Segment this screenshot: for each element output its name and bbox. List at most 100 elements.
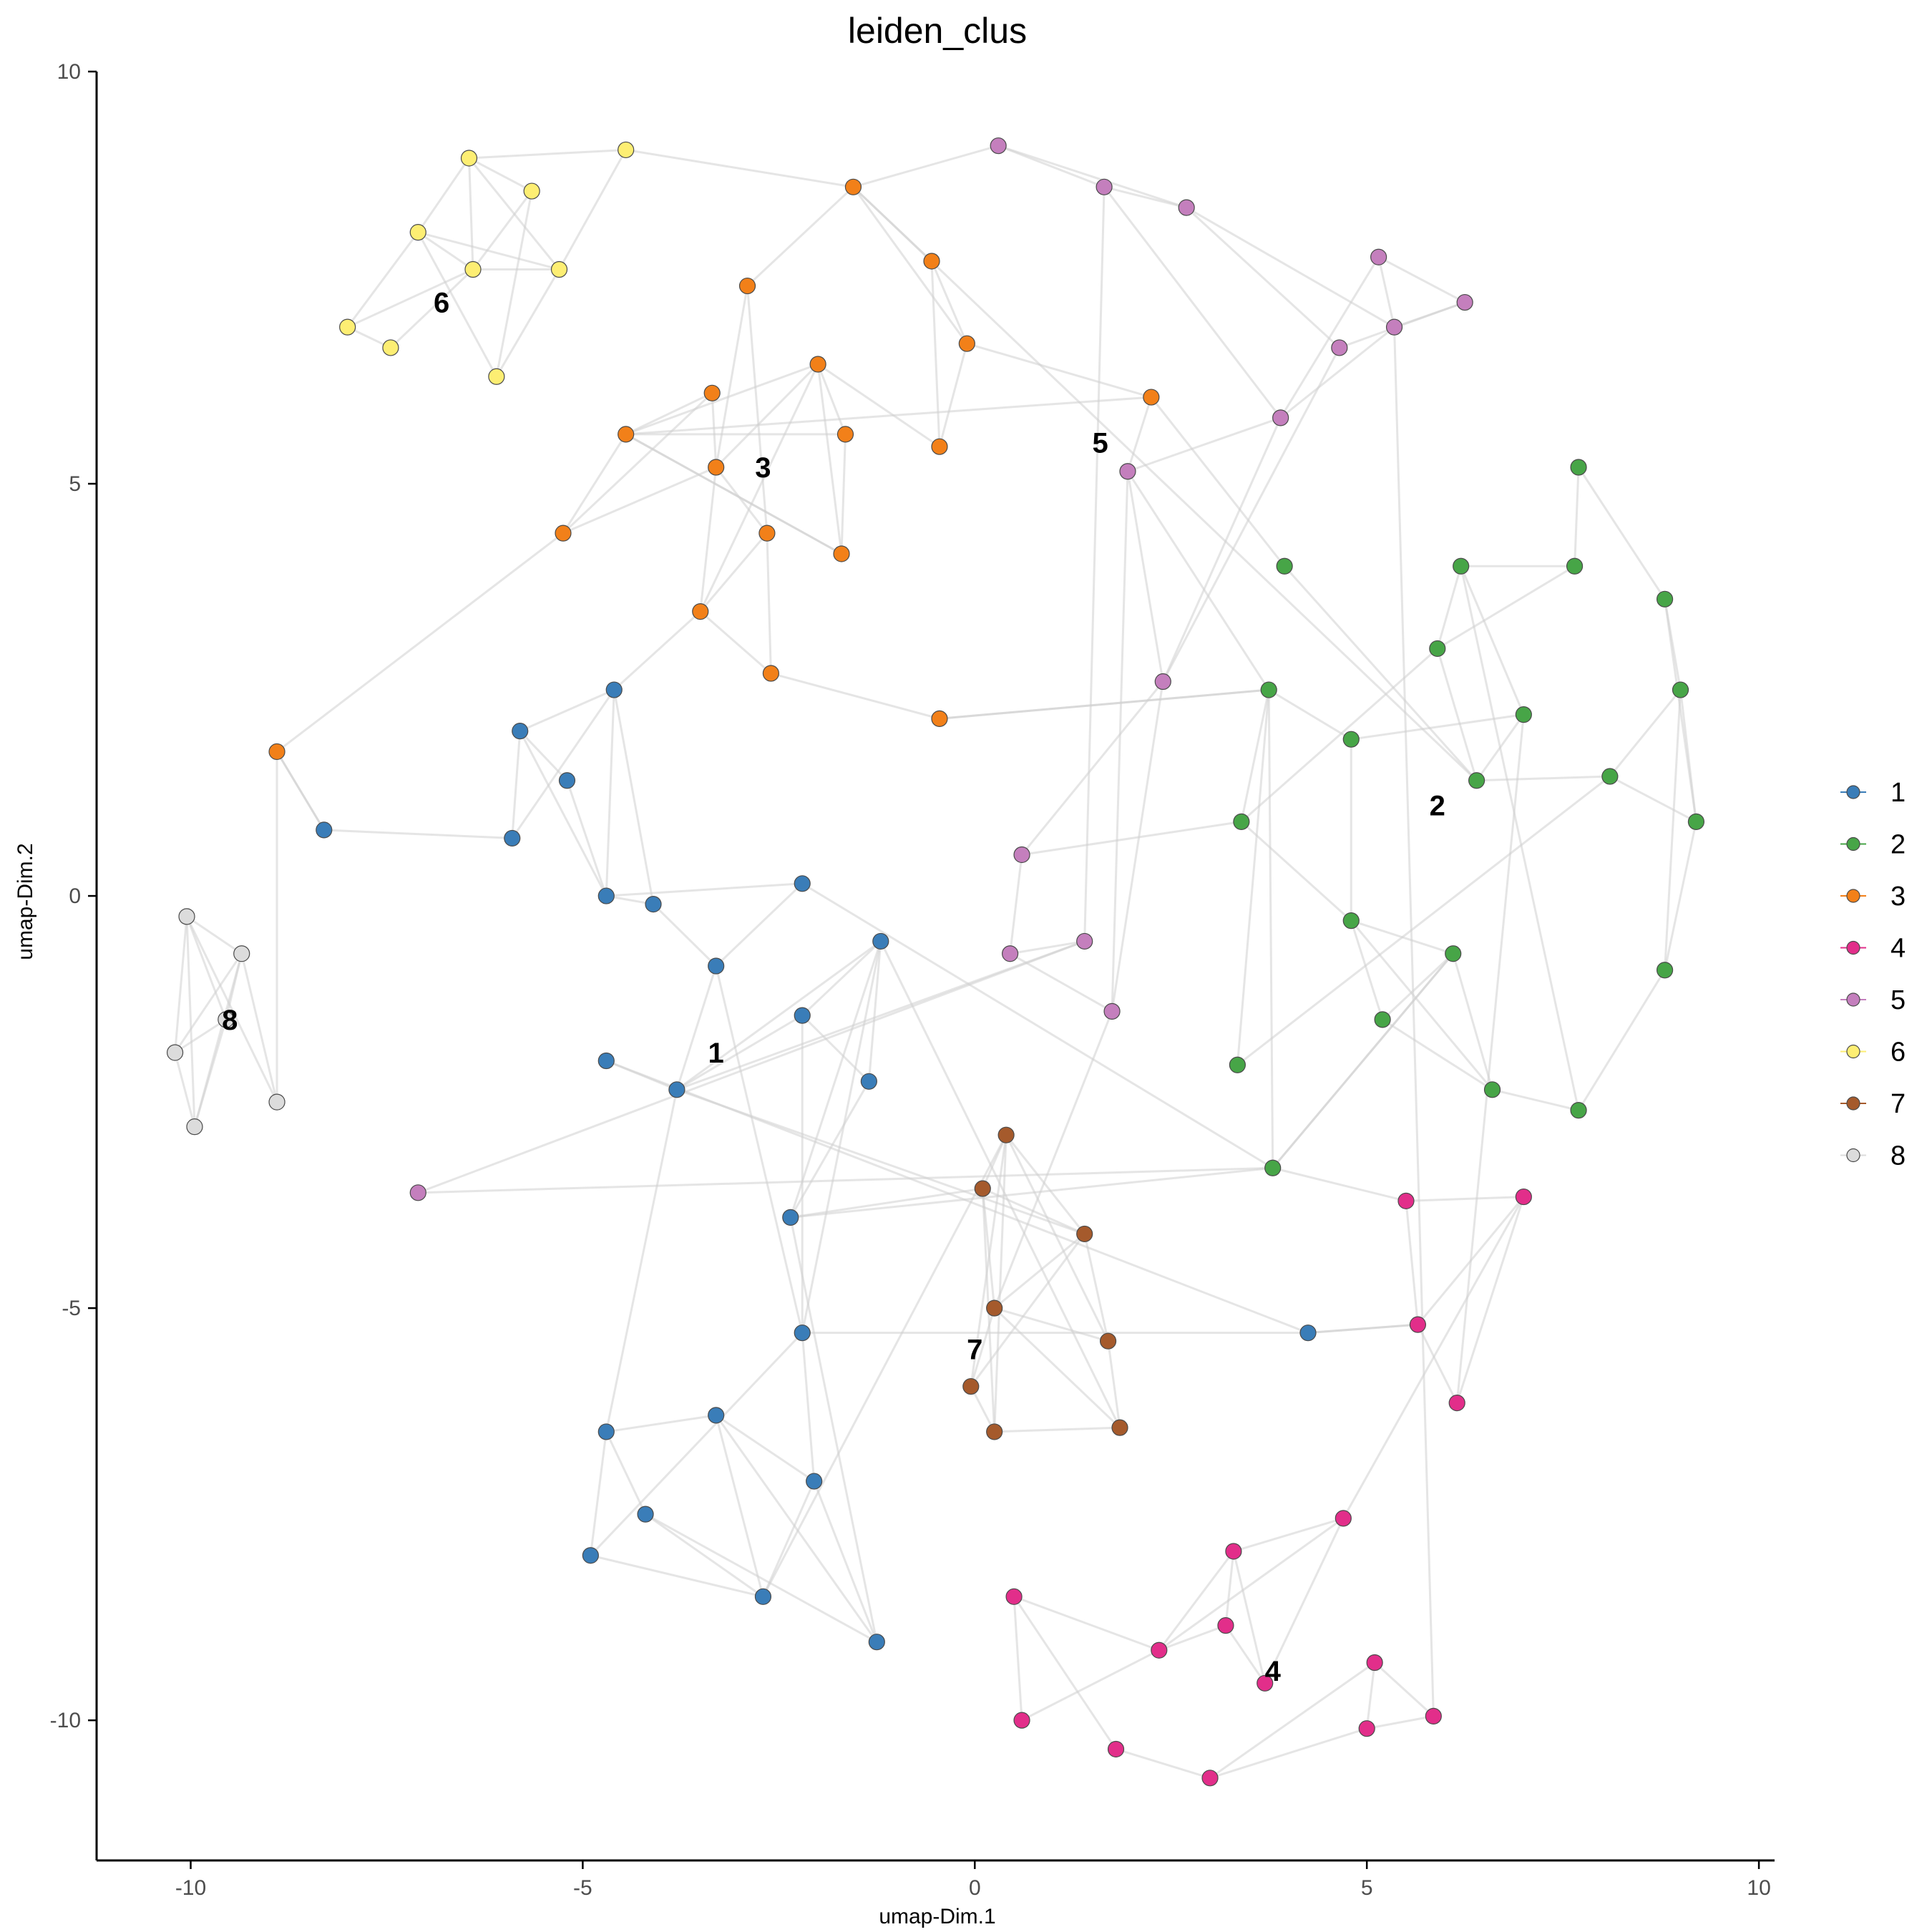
graph-edge xyxy=(1264,1518,1345,1684)
data-point-cluster-3 xyxy=(931,438,948,455)
data-point-cluster-8 xyxy=(268,1093,286,1111)
graph-edge xyxy=(970,1134,1008,1387)
data-point-cluster-4 xyxy=(1013,1712,1030,1729)
data-point-cluster-2 xyxy=(1429,640,1446,658)
data-point-cluster-1 xyxy=(806,1473,823,1490)
graph-edge xyxy=(789,940,882,1218)
data-point-cluster-5 xyxy=(1456,293,1473,311)
cluster-label-8: 8 xyxy=(222,1005,238,1036)
graph-edge xyxy=(625,433,842,555)
graph-edge xyxy=(1452,953,1493,1091)
data-point-cluster-2 xyxy=(1672,681,1689,698)
graph-edge xyxy=(801,1332,816,1482)
graph-edge xyxy=(1224,1551,1235,1626)
y-tick-label: 0 xyxy=(69,884,81,908)
graph-edge xyxy=(605,689,615,897)
legend-label: 7 xyxy=(1890,1089,1906,1119)
cluster-label-7: 7 xyxy=(967,1335,982,1366)
graph-edge xyxy=(389,268,474,349)
graph-edge xyxy=(970,1307,996,1387)
graph-edge xyxy=(1111,681,1164,1012)
graph-edge xyxy=(1126,470,1270,691)
data-point-cluster-1 xyxy=(782,1209,799,1226)
graph-edge xyxy=(519,730,608,897)
data-point-cluster-1 xyxy=(316,821,333,839)
graph-edge xyxy=(699,532,769,613)
data-point-cluster-3 xyxy=(836,426,854,443)
graph-edge xyxy=(676,1014,803,1091)
graph-edge xyxy=(1393,327,1435,1717)
data-point-cluster-1 xyxy=(668,1081,686,1098)
graph-edge xyxy=(562,434,627,534)
data-point-cluster-1 xyxy=(708,1407,725,1424)
graph-edge xyxy=(715,467,769,535)
data-point-cluster-2 xyxy=(1229,1056,1246,1073)
graph-edge xyxy=(625,391,713,436)
data-point-cluster-1 xyxy=(512,723,529,740)
data-point-cluster-3 xyxy=(1143,389,1160,406)
data-point-cluster-6 xyxy=(409,224,426,241)
data-point-cluster-3 xyxy=(931,710,948,727)
graph-edge xyxy=(1083,187,1106,942)
data-point-cluster-2 xyxy=(1374,1011,1391,1028)
graph-edge xyxy=(519,730,568,781)
graph-edge xyxy=(468,157,474,270)
graph-edge xyxy=(469,148,626,160)
data-point-cluster-1 xyxy=(597,1052,615,1070)
data-point-cluster-4 xyxy=(1335,1510,1352,1527)
graph-edge xyxy=(1126,396,1153,472)
graph-edge xyxy=(1437,565,1576,650)
data-point-cluster-2 xyxy=(1468,772,1485,789)
graph-edge xyxy=(746,186,854,287)
graph-edge xyxy=(1126,471,1164,682)
data-point-cluster-5 xyxy=(990,137,1007,155)
y-tick-label: 10 xyxy=(57,60,81,84)
graph-edge xyxy=(1574,467,1580,567)
data-point-cluster-5 xyxy=(409,1184,426,1201)
graph-edge xyxy=(1279,256,1380,419)
graph-edge xyxy=(699,364,819,613)
graph-edge xyxy=(699,610,772,675)
graph-edge xyxy=(699,467,718,612)
graph-edge xyxy=(1577,467,1666,600)
graph-edge xyxy=(240,953,278,1103)
graph-edge xyxy=(1609,689,1682,777)
graph-edge xyxy=(1377,256,1396,328)
data-point-cluster-2 xyxy=(1276,557,1293,575)
legend-swatch xyxy=(1846,940,1860,955)
graph-edge xyxy=(715,286,748,468)
data-point-cluster-1 xyxy=(597,1423,615,1440)
data-point-cluster-4 xyxy=(1409,1316,1427,1333)
cluster-labels: 1 2 3 4 5 6 7 8 xyxy=(222,288,1445,1687)
graph-edge xyxy=(930,260,968,344)
graph-edge xyxy=(347,268,474,328)
graph-edge xyxy=(645,1513,764,1598)
data-point-cluster-4 xyxy=(1366,1654,1383,1672)
graph-edge xyxy=(852,186,1478,781)
data-point-cluster-6 xyxy=(382,339,399,356)
graph-edge xyxy=(715,1415,764,1597)
graph-edge xyxy=(994,1426,1121,1433)
data-point-cluster-8 xyxy=(166,1044,184,1061)
graph-edge xyxy=(1009,952,1113,1013)
graph-edge xyxy=(1150,396,1286,567)
legend-swatch xyxy=(1846,992,1860,1007)
graph-edge xyxy=(276,532,564,753)
graph-edge xyxy=(1240,821,1352,922)
y-tick-label: -10 xyxy=(50,1709,81,1732)
graph-edge xyxy=(997,145,1187,209)
graph-edge xyxy=(605,1431,647,1515)
graph-edge xyxy=(766,533,772,674)
graph-edge xyxy=(472,190,533,270)
graph-edge xyxy=(1158,1624,1226,1652)
graph-edge xyxy=(994,1307,1108,1342)
data-points xyxy=(166,137,1705,1787)
legend: 1 2 3 4 5 6 7 8 xyxy=(1840,778,1906,1171)
graph-edge xyxy=(613,610,701,691)
data-point-cluster-3 xyxy=(618,426,635,443)
x-axis-title: umap-Dim.1 xyxy=(879,1905,995,1928)
data-point-cluster-6 xyxy=(523,182,540,200)
graph-edge xyxy=(715,882,804,967)
graph-edge xyxy=(275,751,326,831)
graph-edge xyxy=(817,363,940,448)
